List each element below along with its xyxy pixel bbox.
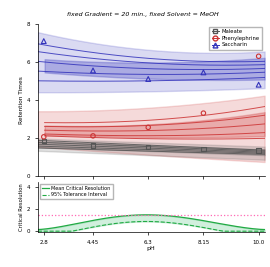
Point <box>91 68 95 73</box>
Legend: Maleate, Phenylephrine, Saccharin: Maleate, Phenylephrine, Saccharin <box>209 27 262 50</box>
95% Tolerance Interval <box>144 220 148 223</box>
Y-axis label: Retention Times: Retention Times <box>19 76 24 124</box>
95% Tolerance Interval <box>78 228 82 231</box>
Point <box>201 111 205 115</box>
Text: fixed Gradient = 20 min., fixed Solvent = MeOH: fixed Gradient = 20 min., fixed Solvent … <box>67 12 219 17</box>
Mean Critical Resolution <box>50 227 53 230</box>
Mean Critical Resolution <box>78 221 82 225</box>
Mean Critical Resolution <box>253 227 256 230</box>
Y-axis label: Critical Resolution: Critical Resolution <box>19 183 24 231</box>
Point <box>201 147 205 151</box>
Point <box>42 139 46 143</box>
Mean Critical Resolution <box>144 213 148 217</box>
Line: Mean Critical Resolution: Mean Critical Resolution <box>38 215 265 230</box>
Point <box>146 125 150 129</box>
Mean Critical Resolution <box>45 227 49 230</box>
Mean Critical Resolution <box>245 226 248 230</box>
Mean Critical Resolution <box>97 218 100 221</box>
Point <box>42 39 46 43</box>
95% Tolerance Interval <box>245 230 248 233</box>
95% Tolerance Interval <box>97 225 100 228</box>
X-axis label: pH: pH <box>147 246 156 251</box>
Point <box>91 134 95 138</box>
Point <box>256 83 261 87</box>
95% Tolerance Interval <box>263 230 266 233</box>
Point <box>256 54 261 58</box>
Point <box>256 148 261 153</box>
Point <box>146 77 150 81</box>
95% Tolerance Interval <box>50 230 53 233</box>
Mean Critical Resolution <box>263 228 266 231</box>
Mean Critical Resolution <box>36 228 39 231</box>
95% Tolerance Interval <box>253 230 256 233</box>
95% Tolerance Interval <box>45 230 49 233</box>
Line: 95% Tolerance Interval: 95% Tolerance Interval <box>38 221 265 231</box>
Legend: Mean Critical Resolution, 95% Tolerance Interval: Mean Critical Resolution, 95% Tolerance … <box>40 184 113 199</box>
Point <box>201 70 205 74</box>
95% Tolerance Interval <box>36 230 39 233</box>
Point <box>146 145 150 149</box>
Point <box>91 143 95 147</box>
Point <box>42 135 46 139</box>
